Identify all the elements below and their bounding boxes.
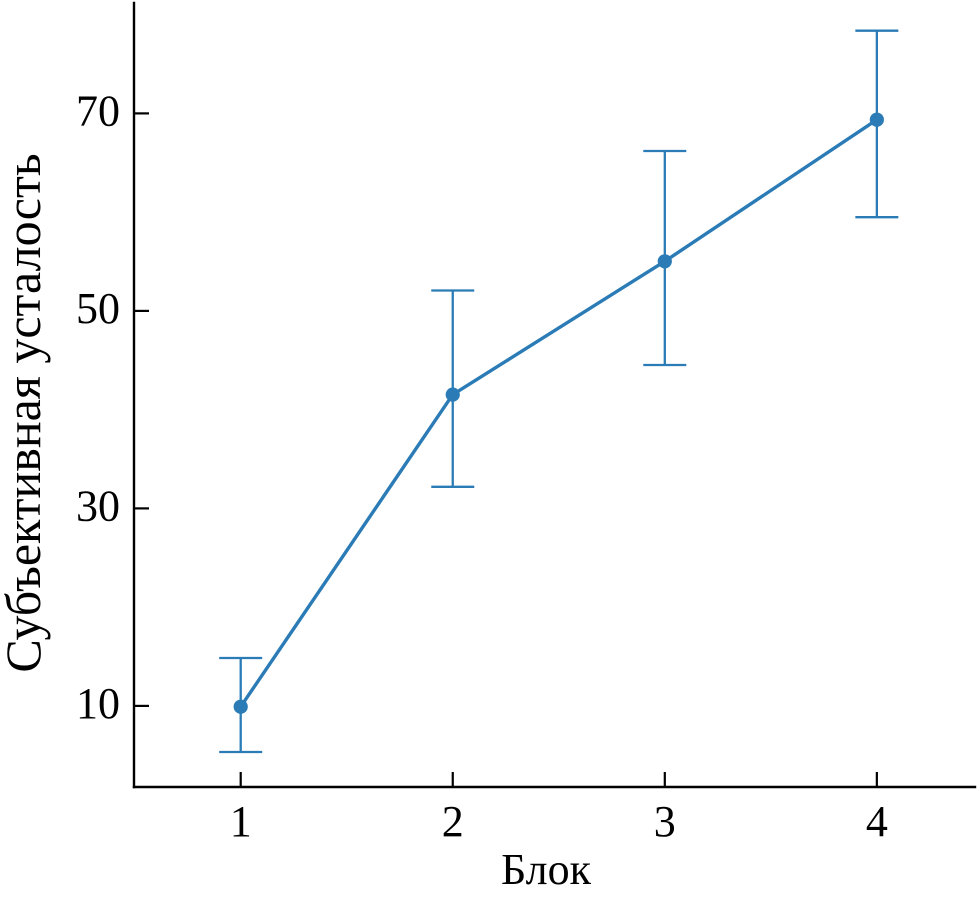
svg-text:2: 2: [442, 797, 464, 846]
svg-text:4: 4: [866, 797, 888, 846]
svg-text:1: 1: [230, 797, 252, 846]
svg-text:70: 70: [76, 87, 120, 136]
svg-text:3: 3: [654, 797, 676, 846]
svg-text:30: 30: [76, 482, 120, 531]
svg-text:Блок: Блок: [501, 845, 592, 894]
svg-text:Субъективная усталость: Субъективная усталость: [0, 153, 51, 672]
svg-text:50: 50: [76, 284, 120, 333]
svg-text:10: 10: [76, 679, 120, 728]
